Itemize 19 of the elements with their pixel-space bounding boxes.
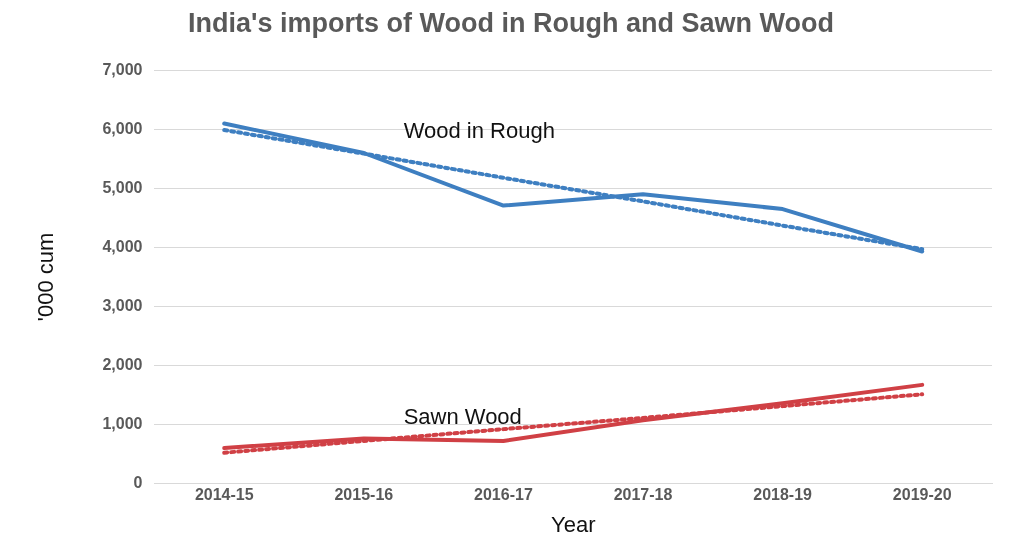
y-tick-label: 1,000 — [102, 414, 143, 432]
series-label: Wood in Rough — [403, 118, 555, 144]
y-tick-label: 5,000 — [102, 178, 143, 196]
y-axis-title: '000 cum — [33, 232, 59, 322]
y-tick-label: 3,000 — [102, 296, 143, 314]
chart-title: India's imports of Wood in Rough and Sawn Wood — [188, 7, 834, 38]
series-label: Sawn Wood — [403, 403, 522, 429]
x-tick-label: 2017-18 — [613, 486, 673, 504]
y-tick-label: 4,000 — [102, 237, 143, 255]
x-tick-label: 2015-16 — [334, 486, 394, 504]
x-tick-label: 2014-15 — [194, 486, 254, 504]
y-tick-label: 7,000 — [102, 60, 143, 78]
x-tick-label: 2019-20 — [892, 486, 952, 504]
y-tick-label: 2,000 — [102, 355, 143, 373]
x-tick-label: 2016-17 — [474, 486, 533, 504]
y-tick-label: 0 — [133, 473, 143, 491]
x-tick-label: 2018-19 — [753, 486, 813, 504]
x-axis-title: Year — [550, 511, 596, 537]
y-tick-label: 6,000 — [102, 119, 143, 137]
